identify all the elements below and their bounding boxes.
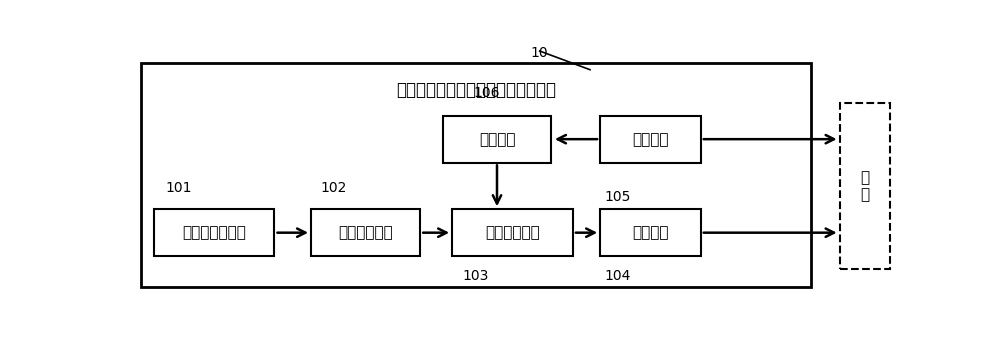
Text: 发射单元: 发射单元 bbox=[632, 225, 669, 240]
Text: 脉冲组合单元: 脉冲组合单元 bbox=[338, 225, 393, 240]
Text: 接收单元: 接收单元 bbox=[632, 132, 669, 147]
Bar bbox=[600, 209, 701, 256]
Bar bbox=[443, 116, 551, 162]
Text: 103: 103 bbox=[462, 269, 488, 283]
Text: 10: 10 bbox=[531, 46, 548, 60]
Text: 脉冲压缩单元: 脉冲压缩单元 bbox=[485, 225, 540, 240]
Bar bbox=[840, 103, 890, 269]
Bar bbox=[140, 63, 811, 287]
Text: 101: 101 bbox=[165, 181, 192, 195]
Text: 处理单元: 处理单元 bbox=[479, 132, 515, 147]
Text: 目
标: 目 标 bbox=[861, 170, 870, 202]
Text: 基于组合巴克码突发脉冲的探测装置: 基于组合巴克码突发脉冲的探测装置 bbox=[396, 81, 556, 99]
Bar bbox=[311, 209, 420, 256]
Text: 106: 106 bbox=[474, 86, 500, 100]
Bar bbox=[452, 209, 573, 256]
Bar bbox=[154, 209, 274, 256]
Text: 105: 105 bbox=[604, 190, 630, 204]
Text: 子脉冲产生单元: 子脉冲产生单元 bbox=[182, 225, 246, 240]
Bar bbox=[600, 116, 701, 162]
Text: 102: 102 bbox=[320, 181, 347, 195]
Text: 104: 104 bbox=[604, 269, 630, 283]
